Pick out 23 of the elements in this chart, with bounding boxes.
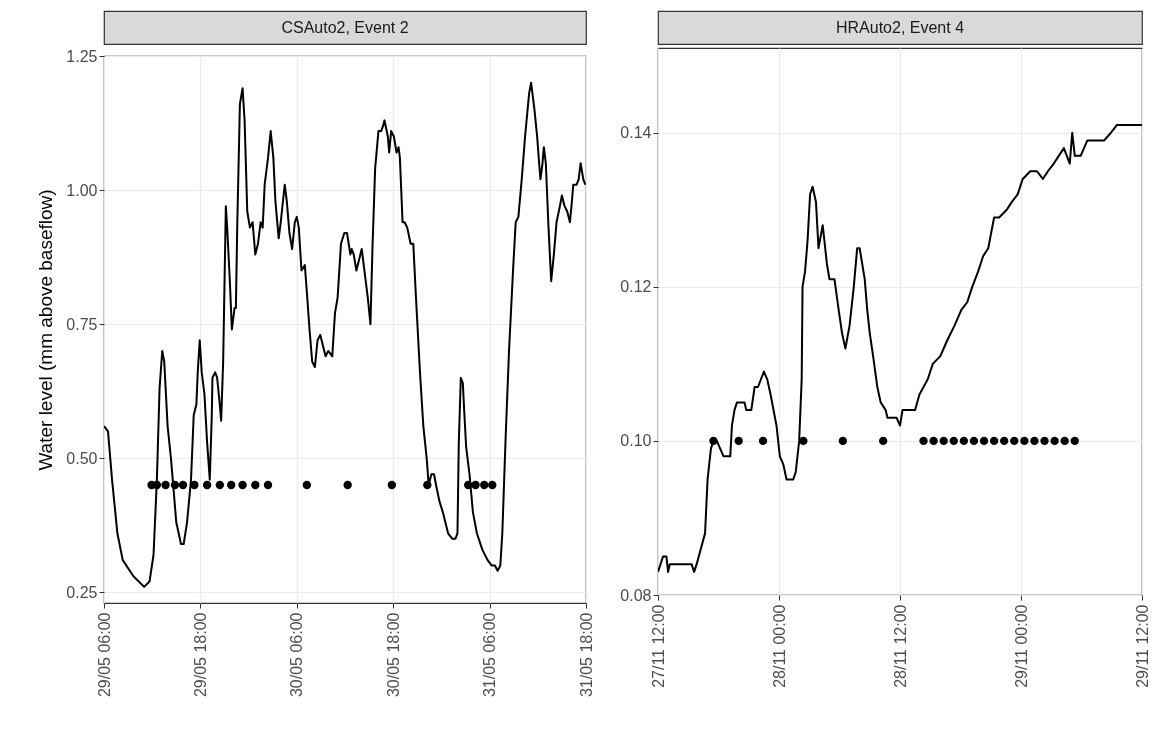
x-tick-label: 30/05 06:00 xyxy=(288,612,306,698)
x-tick-label: 27/11 12:00 xyxy=(649,604,667,688)
x-tick-label: 30/05 18:00 xyxy=(384,612,402,698)
x-tick-label: 29/11 12:00 xyxy=(1133,604,1151,688)
chart-title: HRAuto2, Event 4 xyxy=(835,18,965,36)
y-tick-label: 0.10 xyxy=(620,432,652,450)
x-tick-label: 29/05 18:00 xyxy=(191,612,209,698)
x-tick-label: 31/05 06:00 xyxy=(481,612,499,698)
y-tick-label: 1.25 xyxy=(66,47,98,65)
y-tick-label: 1.00 xyxy=(66,181,98,199)
chart-title: CSAuto2, Event 2 xyxy=(281,18,409,36)
x-tick-label: 31/05 18:00 xyxy=(577,612,595,698)
x-tick-label: 29/05 06:00 xyxy=(95,612,113,698)
y-axis-title: Water level (mm above baseflow) xyxy=(35,189,57,471)
x-tick-label: 28/11 00:00 xyxy=(770,604,788,688)
y-tick-label: 0.50 xyxy=(66,449,98,467)
x-tick-label: 28/11 12:00 xyxy=(891,604,909,688)
x-tick-label: 29/11 00:00 xyxy=(1012,604,1030,688)
y-tick-label: 0.14 xyxy=(620,124,652,142)
y-tick-label: 0.25 xyxy=(66,583,98,601)
y-tick-label: 0.12 xyxy=(620,278,652,296)
y-tick-label: 0.08 xyxy=(620,586,652,604)
y-tick-label: 0.75 xyxy=(66,315,98,333)
